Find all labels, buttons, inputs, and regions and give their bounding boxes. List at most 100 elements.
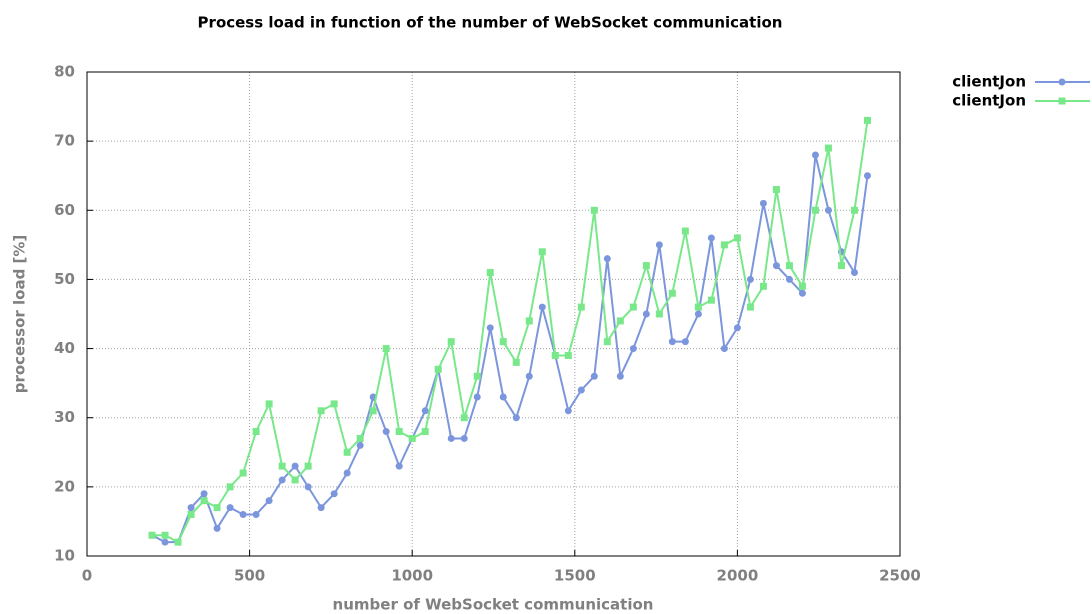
x-tick-label: 1500	[554, 567, 596, 585]
data-point	[161, 531, 169, 539]
data-point	[603, 338, 611, 346]
series-line	[152, 120, 869, 544]
data-point	[772, 262, 780, 270]
data-point	[226, 483, 234, 491]
data-point	[252, 511, 260, 519]
data-point	[460, 414, 468, 422]
data-point	[694, 303, 702, 311]
y-axis-label: processor load [%]	[11, 235, 29, 394]
data-point	[213, 504, 221, 512]
data-point	[811, 206, 819, 214]
data-point	[460, 434, 468, 442]
data-point	[746, 275, 754, 283]
data-point	[824, 206, 832, 214]
data-point	[642, 262, 650, 270]
data-point	[707, 296, 715, 304]
data-point	[512, 414, 520, 422]
data-point	[174, 538, 182, 546]
data-point	[668, 289, 676, 297]
y-tick-label: 40	[54, 339, 75, 357]
legend-marker	[1058, 97, 1066, 105]
y-tick-label: 50	[54, 270, 75, 288]
data-point	[850, 206, 858, 214]
x-tick-label: 0	[82, 567, 92, 585]
data-point	[759, 199, 767, 207]
y-tick-label: 20	[54, 477, 75, 495]
data-point	[499, 393, 507, 401]
data-point	[577, 386, 585, 394]
data-point	[317, 407, 325, 415]
data-point	[330, 400, 338, 408]
data-point	[629, 303, 637, 311]
data-point	[564, 351, 572, 359]
data-point	[486, 324, 494, 332]
data-point	[447, 434, 455, 442]
data-point	[772, 186, 780, 194]
data-point	[681, 338, 689, 346]
data-point	[148, 531, 156, 539]
data-point	[590, 206, 598, 214]
y-tick-label: 70	[54, 132, 75, 150]
data-point	[538, 248, 546, 256]
data-point	[655, 310, 663, 318]
data-point	[421, 407, 429, 415]
data-point	[278, 476, 286, 484]
data-point	[525, 372, 533, 380]
data-point	[603, 255, 611, 263]
data-point	[798, 289, 806, 297]
data-point	[473, 372, 481, 380]
data-point	[824, 144, 832, 152]
data-point	[629, 345, 637, 353]
data-point	[486, 269, 494, 277]
data-point	[369, 407, 377, 415]
plot-frame	[86, 71, 901, 557]
y-tick-label: 60	[54, 201, 75, 219]
data-point	[694, 310, 702, 318]
data-point	[395, 462, 403, 470]
x-tick-label: 500	[234, 567, 265, 585]
data-point	[837, 262, 845, 270]
data-point	[187, 504, 195, 512]
y-tick-label: 10	[54, 547, 75, 565]
data-point	[863, 116, 871, 124]
data-point	[655, 241, 663, 249]
data-point	[447, 338, 455, 346]
data-point	[291, 476, 299, 484]
data-point	[239, 511, 247, 519]
data-point	[746, 303, 754, 311]
data-point	[291, 462, 299, 470]
data-point	[811, 151, 819, 159]
x-tick-label: 1000	[391, 567, 433, 585]
data-point	[161, 538, 169, 546]
data-point	[421, 428, 429, 436]
data-point	[252, 428, 260, 436]
legend-label: clientJon	[952, 73, 1026, 91]
data-point	[265, 497, 273, 505]
data-point	[434, 365, 442, 373]
data-point	[733, 234, 741, 242]
data-point	[304, 483, 312, 491]
data-point	[707, 234, 715, 242]
x-axis-label: number of WebSocket communication	[333, 596, 654, 614]
data-point	[681, 227, 689, 235]
data-point	[304, 462, 312, 470]
data-point	[720, 241, 728, 249]
chart-title: Process load in function of the number o…	[198, 14, 783, 32]
data-point	[785, 275, 793, 283]
legend-label: clientJon	[952, 92, 1026, 110]
data-point	[395, 428, 403, 436]
data-point	[525, 317, 533, 325]
data-point	[187, 511, 195, 519]
data-point	[330, 490, 338, 498]
data-point	[590, 372, 598, 380]
data-point	[720, 345, 728, 353]
data-point	[278, 462, 286, 470]
x-tick-label: 2000	[717, 567, 759, 585]
data-point	[616, 317, 624, 325]
data-point	[850, 269, 858, 277]
data-point	[668, 338, 676, 346]
data-point	[733, 324, 741, 332]
data-point	[343, 448, 351, 456]
data-point	[512, 358, 520, 366]
